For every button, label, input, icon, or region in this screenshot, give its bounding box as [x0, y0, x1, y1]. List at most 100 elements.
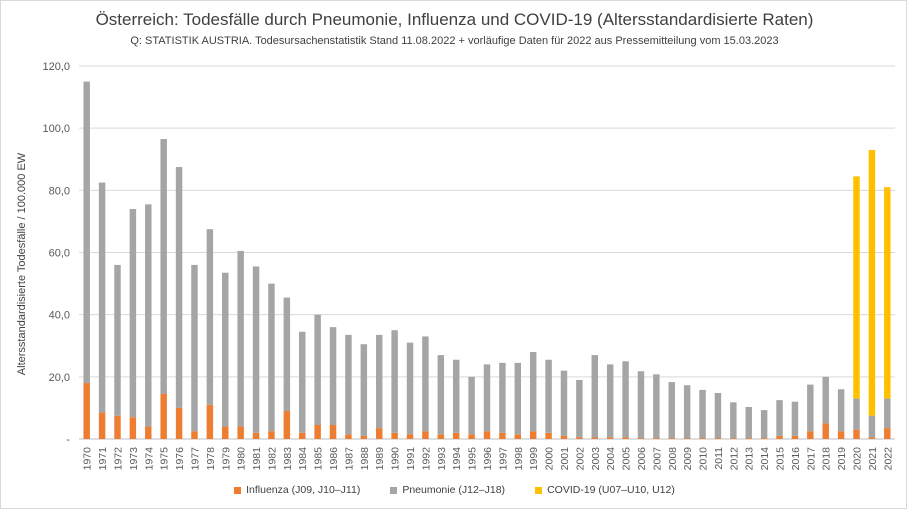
legend: Influenza (J09, J10–J11) Pneumonie (J12–… — [0, 484, 909, 496]
x-tick-label: 2001 — [559, 447, 571, 471]
bar-pneumonie — [252, 266, 260, 433]
bar-influenza — [622, 437, 629, 439]
x-tick-label: 2011 — [713, 447, 725, 470]
legend-label-covid: COVID-19 (U07–U10, U12) — [547, 484, 675, 496]
x-tick-label: 2015 — [775, 447, 787, 471]
legend-item-pneumonie: Pneumonie (J12–J18) — [390, 484, 505, 496]
x-tick-label: 1981 — [251, 447, 263, 471]
x-tick-label: 2017 — [805, 447, 817, 471]
bar-influenza — [345, 434, 352, 439]
x-tick-label: 2019 — [836, 447, 848, 471]
bar-pneumonie — [791, 401, 799, 436]
x-tick-label: 1970 — [82, 447, 94, 471]
bar-pneumonie — [591, 355, 599, 438]
bar-pneumonie — [653, 374, 660, 439]
x-tick-label: 1979 — [220, 447, 232, 471]
x-tick-label: 1989 — [374, 447, 386, 471]
bar-pneumonie — [529, 351, 537, 432]
bar-influenza — [776, 435, 783, 439]
x-tick-label: 1994 — [451, 447, 463, 471]
bar-pneumonie — [283, 297, 291, 412]
x-tick-label: 2002 — [574, 447, 586, 471]
bar-influenza — [760, 438, 768, 439]
bar-pneumonie — [345, 334, 352, 435]
x-tick-label: 2006 — [636, 447, 648, 471]
x-tick-label: 1991 — [405, 447, 417, 471]
bar-pneumonie — [329, 327, 337, 426]
x-tick-label: 2014 — [759, 447, 771, 471]
bar-pneumonie — [468, 376, 475, 435]
bar-influenza — [206, 404, 214, 439]
bar-influenza — [499, 432, 506, 439]
x-tick-label: 2021 — [867, 447, 879, 471]
bar-pneumonie — [406, 342, 414, 435]
x-tick-label: 2008 — [667, 447, 679, 471]
legend-label-influenza: Influenza (J09, J10–J11) — [246, 484, 361, 496]
bar-pneumonie — [375, 334, 383, 429]
legend-label-pneumonie: Pneumonie (J12–J18) — [402, 484, 506, 496]
bar-influenza — [268, 431, 275, 439]
x-tick-label: 2020 — [852, 447, 864, 471]
x-tick-label: 1984 — [297, 447, 309, 471]
legend-item-covid: COVID-19 (U07–U10, U12) — [535, 484, 675, 496]
bar-pneumonie — [299, 331, 306, 433]
bar-pneumonie — [683, 385, 691, 439]
bar-influenza — [237, 426, 244, 439]
bar-pneumonie — [483, 364, 491, 432]
bar-influenza — [129, 417, 137, 439]
bar-pneumonie — [222, 272, 229, 427]
bar-influenza — [529, 431, 537, 439]
bar-pneumonie — [206, 229, 214, 405]
bar-pneumonie — [437, 355, 445, 435]
bar-influenza — [699, 438, 706, 439]
x-tick-label: 2012 — [728, 447, 740, 471]
bar-pneumonie — [422, 336, 429, 432]
bar-influenza — [329, 425, 337, 439]
bar-influenza — [606, 437, 614, 439]
legend-swatch-covid — [535, 486, 543, 494]
x-tick-label: 1980 — [236, 447, 248, 471]
y-tick-label: - — [66, 434, 70, 446]
bar-pneumonie — [175, 167, 183, 408]
x-tick-label: 1976 — [174, 447, 186, 471]
bar-influenza — [114, 415, 121, 439]
bar-pneumonie — [314, 314, 321, 426]
x-tick-label: 1985 — [313, 447, 325, 471]
bar-influenza — [252, 432, 260, 439]
x-tick-label: 1975 — [159, 447, 171, 471]
y-tick-label: 80,0 — [49, 185, 70, 197]
x-tick-label: 1983 — [282, 447, 294, 471]
bar-pneumonie — [360, 344, 368, 436]
bar-covid — [884, 187, 891, 399]
x-tick-label: 1987 — [343, 447, 355, 471]
bar-influenza — [452, 432, 460, 439]
x-tick-label: 1978 — [205, 447, 217, 471]
bar-influenza — [468, 434, 475, 439]
bar-pneumonie — [884, 398, 891, 429]
chart-title: Österreich: Todesfälle durch Pneumonie, … — [95, 10, 814, 29]
x-tick-label: 2000 — [544, 447, 556, 471]
bar-pneumonie — [114, 264, 121, 416]
bar-influenza — [576, 437, 583, 439]
x-tick-label: 1974 — [143, 447, 155, 471]
bar-pneumonie — [622, 361, 629, 438]
x-tick-label: 1998 — [513, 447, 525, 471]
bar-pneumonie — [268, 283, 275, 432]
bar-pneumonie — [807, 384, 814, 432]
bar-influenza — [175, 407, 183, 439]
x-tick-label: 1992 — [420, 447, 432, 471]
bar-pneumonie — [606, 364, 614, 438]
bar-influenza — [283, 411, 291, 439]
bar-influenza — [314, 425, 321, 439]
bar-pneumonie — [837, 389, 845, 432]
x-tick-label: 2007 — [651, 447, 663, 471]
bar-influenza — [683, 438, 691, 439]
y-tick-label: 40,0 — [49, 310, 70, 322]
x-tick-label: 1990 — [390, 447, 402, 471]
bar-influenza — [668, 438, 675, 439]
x-tick-label: 1996 — [482, 447, 494, 471]
bar-influenza — [375, 428, 383, 439]
bar-influenza — [884, 428, 891, 439]
x-tick-label: 2004 — [605, 447, 617, 471]
